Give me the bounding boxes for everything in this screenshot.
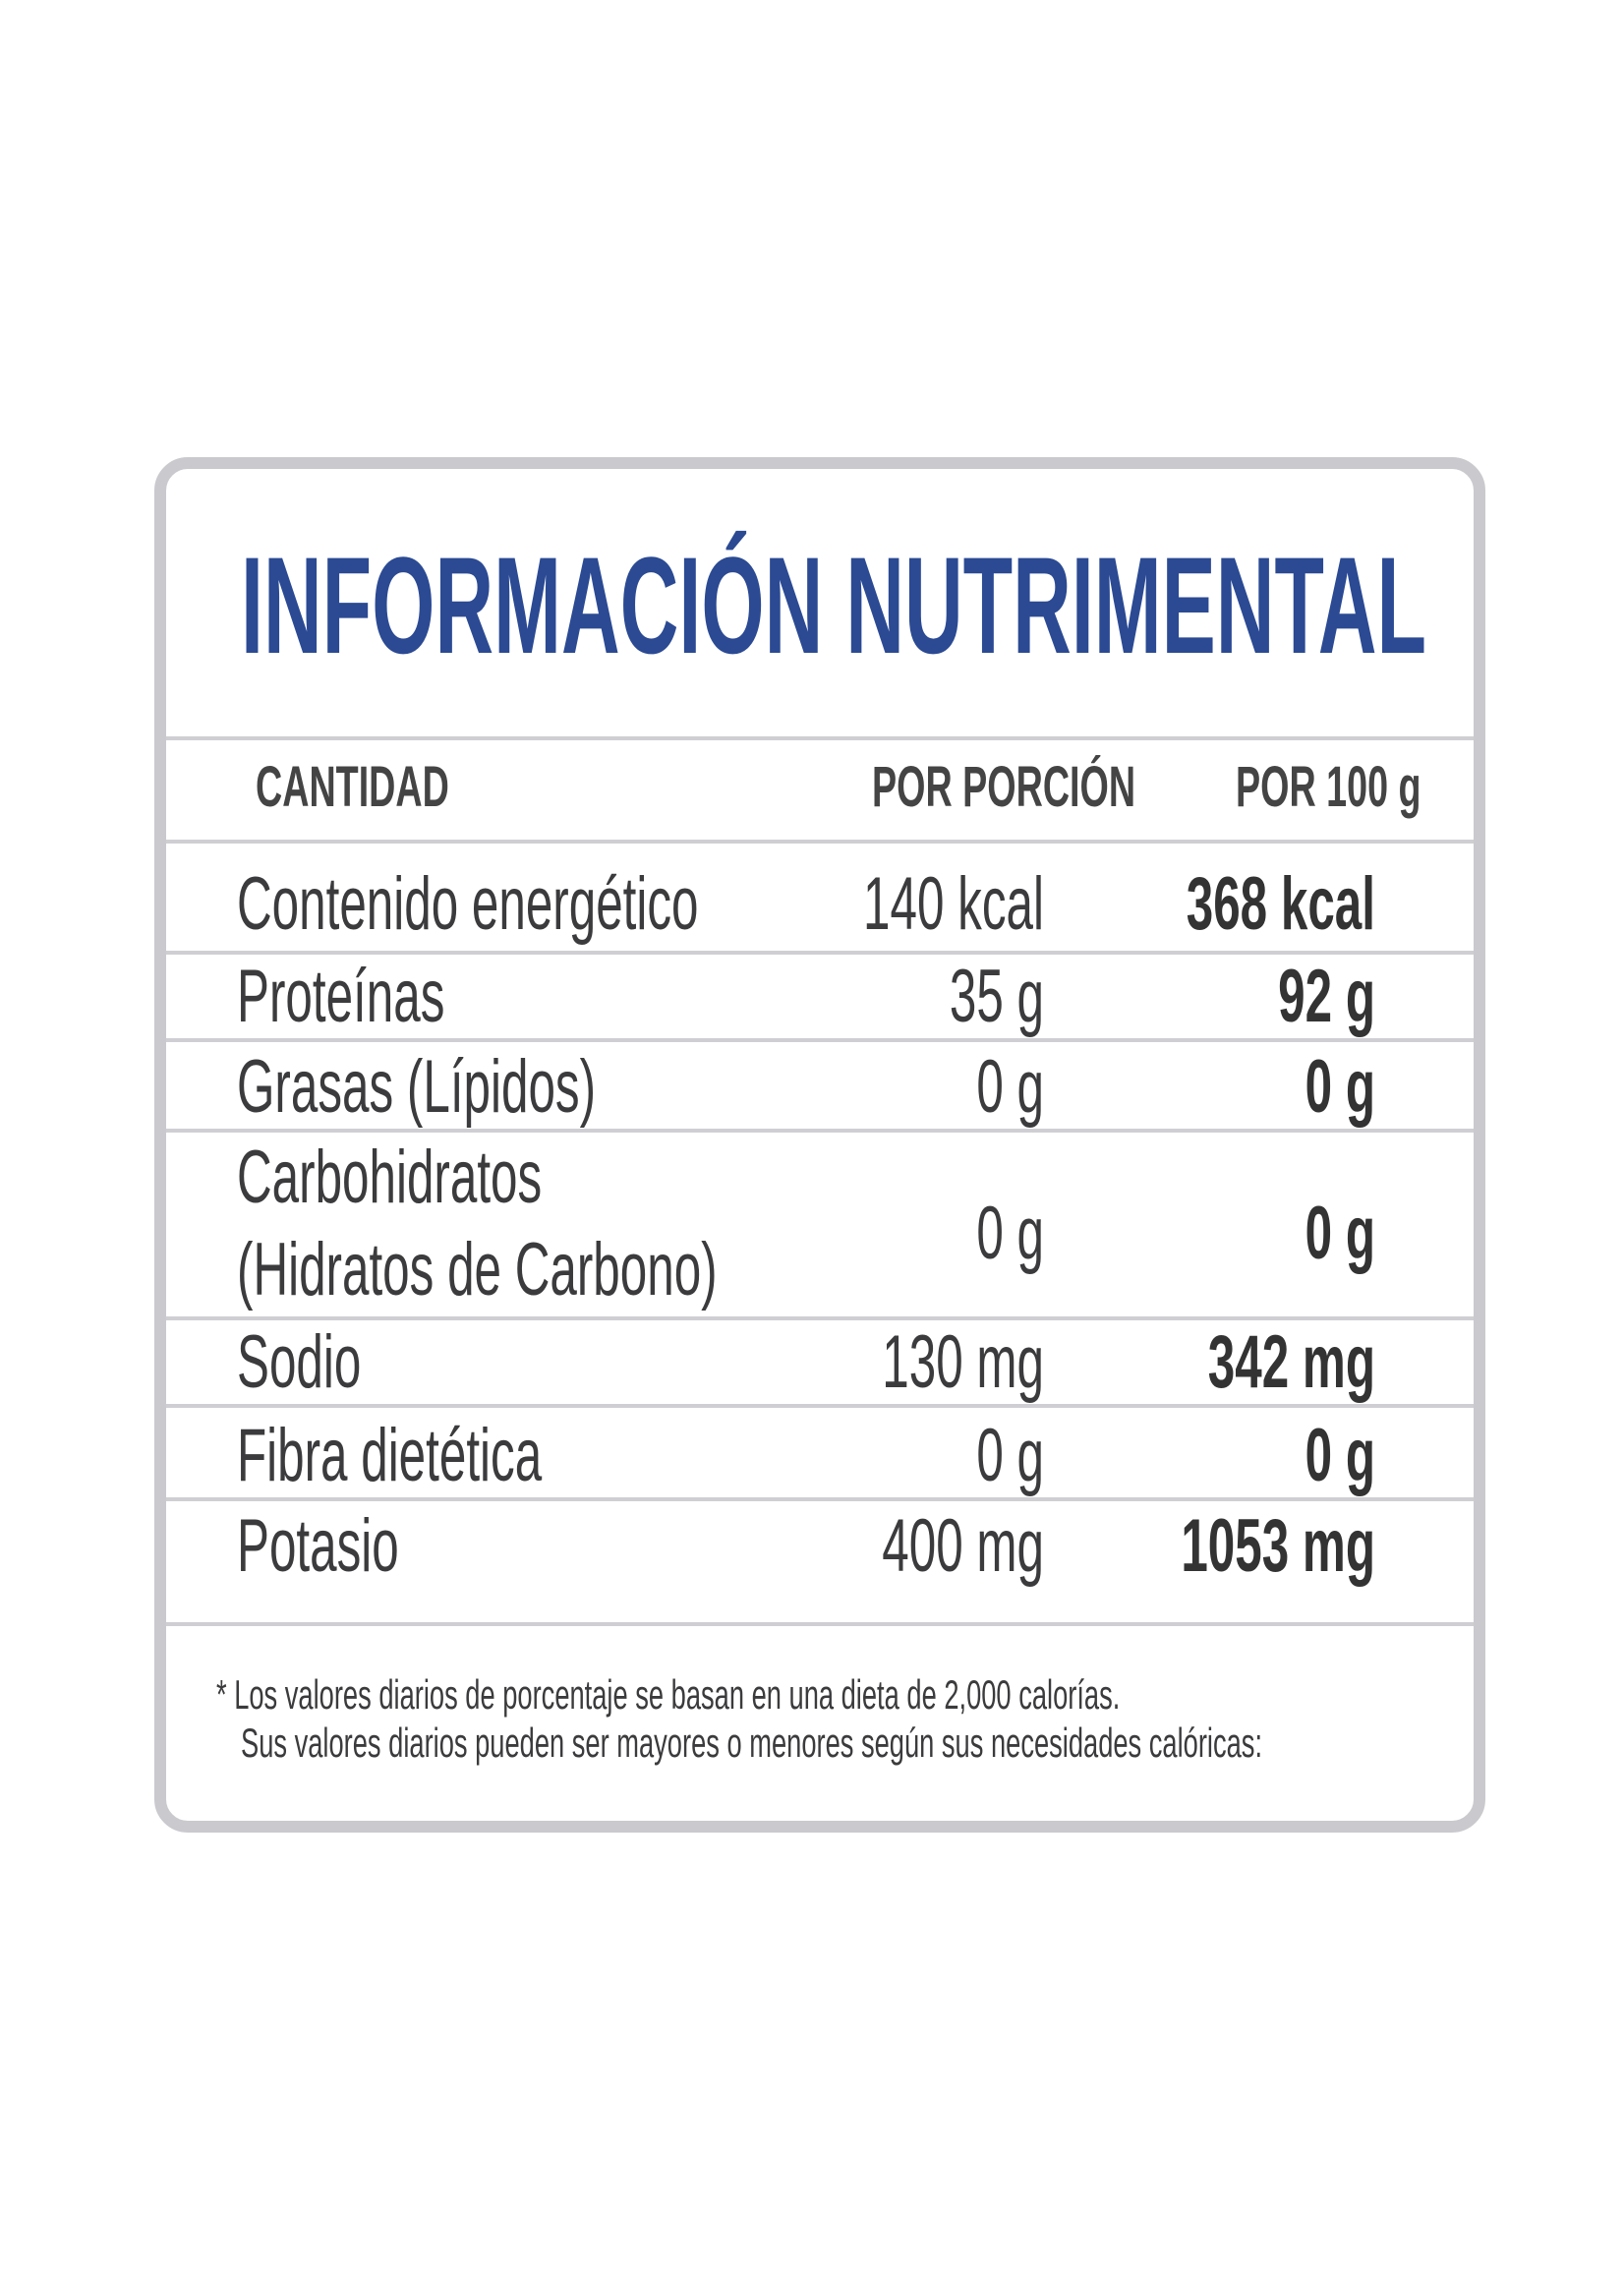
footnote: Sus valores diarios pueden ser mayores o… bbox=[241, 1720, 1262, 1766]
per-portion: 140 kcal bbox=[863, 861, 1044, 945]
per-100g: 0 g bbox=[1305, 1191, 1375, 1274]
row-label: Proteínas bbox=[237, 954, 444, 1037]
per-100g: 0 g bbox=[1305, 1044, 1375, 1128]
label-border bbox=[154, 457, 1485, 1833]
row-label: Contenido energético bbox=[237, 861, 699, 945]
footnote: * Los valores diarios de porcentaje se b… bbox=[216, 1671, 1120, 1718]
per-portion: 0 g bbox=[976, 1044, 1044, 1128]
per-portion: 35 g bbox=[950, 954, 1044, 1037]
row-label: Potasio bbox=[237, 1503, 399, 1587]
header: POR 100 g bbox=[1236, 756, 1421, 819]
row-label: Grasas (Lípidos) bbox=[237, 1044, 596, 1128]
per-100g: 92 g bbox=[1278, 954, 1375, 1037]
header: POR PORCIÓN bbox=[872, 755, 1135, 819]
per-100g: 342 mg bbox=[1208, 1319, 1375, 1403]
per-100g: 0 g bbox=[1305, 1413, 1375, 1496]
row-label: (Hidratos de Carbono) bbox=[237, 1227, 718, 1311]
per-portion: 130 mg bbox=[882, 1319, 1044, 1403]
per-portion: 0 g bbox=[976, 1191, 1044, 1274]
title: INFORMACIÓN NUTRIMENTAL bbox=[241, 528, 1426, 682]
per-100g: 1053 mg bbox=[1181, 1503, 1375, 1587]
per-100g: 368 kcal bbox=[1187, 861, 1375, 945]
per-portion: 0 g bbox=[976, 1413, 1044, 1496]
row-label: Carbohidratos bbox=[237, 1135, 542, 1218]
row-label: Fibra dietética bbox=[237, 1413, 542, 1496]
row-label: Sodio bbox=[237, 1319, 361, 1403]
per-portion: 400 mg bbox=[882, 1503, 1044, 1587]
header: CANTIDAD bbox=[256, 756, 449, 819]
